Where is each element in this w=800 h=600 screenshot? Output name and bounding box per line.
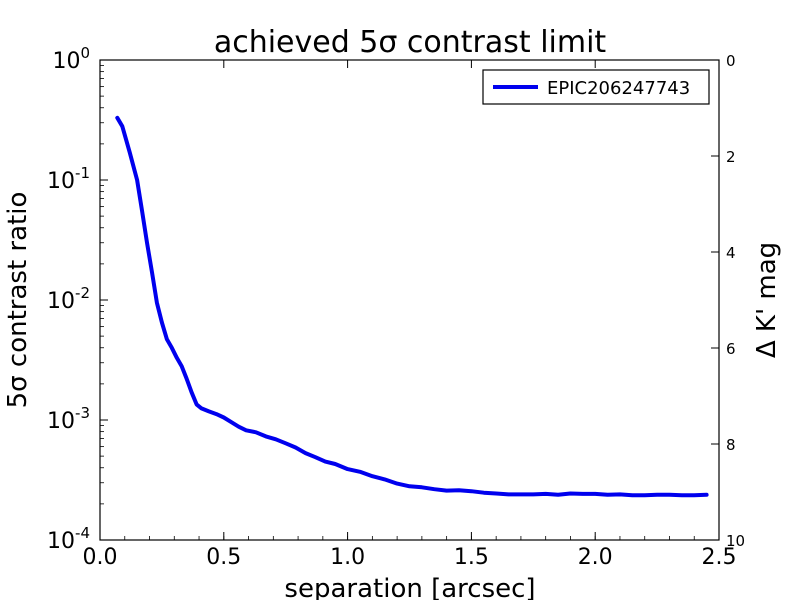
series-line-contrast-curve [115,115,709,498]
x-tick-label: 2.0 [578,545,613,570]
x-tick-label: 2.5 [702,545,737,570]
y-tick-label: 10-4 [47,524,90,554]
y2-tick-label: 6 [726,340,736,358]
x-tick-label: 0.5 [206,545,241,570]
y-axis-label: 5σ contrast ratio [3,192,33,409]
y2-tick-label: 4 [726,244,736,262]
y2-tick-label: 8 [726,436,736,454]
y-tick-label: 10-2 [47,284,90,314]
y2-axis-label: Δ K' mag [752,242,782,358]
x-tick-label: 0.0 [83,545,118,570]
x-axis-ticks: 0.0 0.5 1.0 1.5 2.0 2.5 [83,60,737,570]
legend-label: EPIC206247743 [547,78,690,99]
chart-title: achieved 5σ contrast limit [214,25,607,60]
plot-frame [99,59,720,541]
y2-tick-label: 0 [726,52,736,70]
y-tick-label: 100 [52,44,90,74]
y2-tick-label: 10 [726,532,745,550]
legend: EPIC206247743 [482,69,710,105]
curve-layer [115,115,709,498]
x-tick-label: 1.5 [454,545,489,570]
x-axis-label: separation [arcsec] [284,574,535,600]
y-axis-ticks: 10-4 10-3 10-2 10-1 100 [47,44,108,554]
y-tick-label: 10-1 [47,164,90,194]
y2-tick-label: 2 [726,148,736,166]
y2-axis-ticks: 0 2 4 6 8 10 [711,52,745,550]
plot-border [99,59,720,541]
y-tick-label: 10-3 [47,404,90,434]
x-tick-label: 1.0 [330,545,365,570]
